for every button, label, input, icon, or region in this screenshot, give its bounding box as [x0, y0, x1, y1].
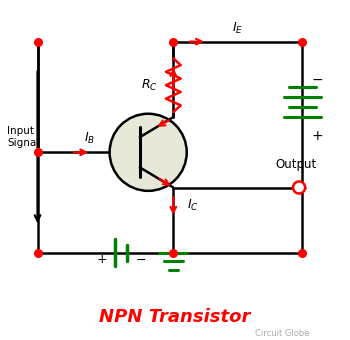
- Text: $+$: $+$: [96, 253, 107, 266]
- Text: $R_C$: $R_C$: [141, 78, 158, 93]
- Text: $-$: $-$: [135, 253, 146, 266]
- Text: Input
Signal: Input Signal: [7, 126, 40, 148]
- Text: Circuit Globe: Circuit Globe: [255, 329, 309, 338]
- Text: $I_B$: $I_B$: [84, 131, 95, 147]
- Text: $+$: $+$: [312, 129, 324, 142]
- Circle shape: [293, 182, 305, 193]
- Text: NPN Transistor: NPN Transistor: [99, 308, 251, 326]
- Text: $I_E$: $I_E$: [232, 21, 244, 36]
- Text: $-$: $-$: [312, 71, 324, 86]
- Text: Output: Output: [275, 157, 316, 171]
- Text: $I_C$: $I_C$: [187, 199, 198, 214]
- Circle shape: [110, 114, 187, 191]
